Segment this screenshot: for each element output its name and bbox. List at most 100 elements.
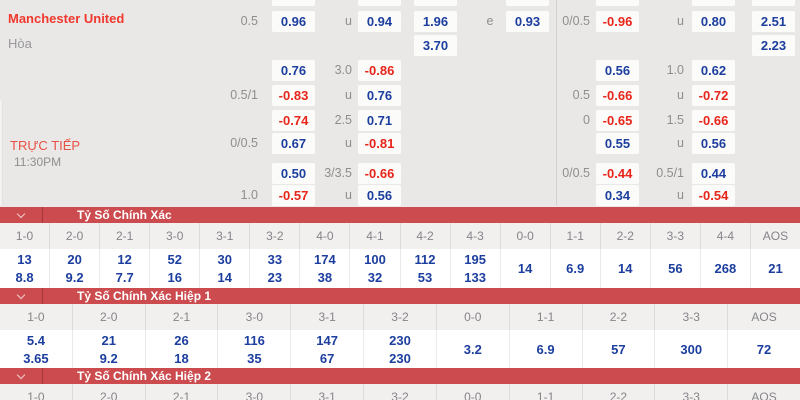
score-odds-cell[interactable]: 195 133 xyxy=(451,249,501,288)
score-odds-value[interactable]: 5.4 xyxy=(26,332,45,348)
score-odds-value[interactable]: 147 xyxy=(316,332,338,348)
score-odds-value[interactable]: 26 xyxy=(174,332,189,348)
odds-value[interactable]: 0.44 xyxy=(692,163,735,184)
score-odds-value[interactable]: 174 xyxy=(314,252,336,267)
score-odds-value[interactable]: 18 xyxy=(174,350,189,366)
score-odds-cell[interactable]: 147 67 xyxy=(291,330,365,368)
score-odds-cell[interactable]: 100 32 xyxy=(350,249,401,288)
collapse-toggle[interactable] xyxy=(0,207,43,223)
score-odds-value[interactable]: 9.2 xyxy=(99,350,118,366)
home-team-name[interactable]: Manchester United xyxy=(8,11,125,26)
section-header-bar[interactable]: Tỷ Số Chính Xác Hiệp 1 xyxy=(0,288,800,304)
score-odds-cell[interactable]: 72 xyxy=(728,330,800,368)
score-odds-cell[interactable]: 5.4 3.65 xyxy=(0,330,73,368)
collapse-toggle[interactable] xyxy=(0,368,43,384)
score-odds-value[interactable]: 13 xyxy=(17,252,32,267)
odds-value[interactable]: 0.76 xyxy=(358,85,401,106)
score-odds-value[interactable]: 112 xyxy=(414,252,436,267)
score-odds-cell[interactable]: 230 230 xyxy=(364,330,437,368)
odds-value[interactable]: 0.76 xyxy=(272,60,315,81)
score-odds-cell[interactable]: 174 38 xyxy=(300,249,351,288)
score-odds-value[interactable]: 100 xyxy=(364,252,386,267)
score-odds-value[interactable]: 20 xyxy=(67,252,82,267)
score-odds-value[interactable]: 14 xyxy=(517,261,533,276)
odds-value[interactable]: 0.56 xyxy=(358,185,401,206)
score-odds-cell[interactable]: 30 14 xyxy=(200,249,251,288)
score-odds-cell[interactable]: 116 35 xyxy=(218,330,292,368)
score-odds-cell[interactable]: 21 xyxy=(751,249,800,288)
odds-value[interactable]: -0.65 xyxy=(596,110,639,131)
odds-value[interactable]: -0.96 xyxy=(596,11,639,32)
odds-value[interactable]: 2.23 xyxy=(752,35,795,56)
score-odds-value[interactable]: 14 xyxy=(618,261,633,276)
odds-value[interactable]: 0.93 xyxy=(506,11,549,32)
odds-value[interactable]: -0.86 xyxy=(358,60,401,81)
score-odds-value[interactable]: 33 xyxy=(267,252,283,267)
odds-value[interactable]: -0.72 xyxy=(692,85,735,106)
score-odds-cell[interactable]: 112 53 xyxy=(401,249,451,288)
odds-value[interactable]: 0.55 xyxy=(596,133,639,154)
score-odds-cell[interactable]: 56 xyxy=(651,249,701,288)
odds-value[interactable]: -0.57 xyxy=(272,185,315,206)
score-odds-value[interactable]: 300 xyxy=(680,341,703,357)
score-odds-cell[interactable]: 33 23 xyxy=(250,249,301,288)
odds-value[interactable]: 1.96 xyxy=(414,11,457,32)
score-odds-value[interactable]: 3.2 xyxy=(463,341,482,357)
score-odds-value[interactable]: 133 xyxy=(464,270,486,285)
odds-value[interactable]: -0.54 xyxy=(692,185,735,206)
score-odds-cell[interactable]: 26 18 xyxy=(146,330,219,368)
odds-value[interactable]: 3.70 xyxy=(414,35,457,56)
odds-value[interactable]: 2.51 xyxy=(752,11,795,32)
odds-value[interactable]: 0.80 xyxy=(692,11,735,32)
score-odds-cell[interactable]: 300 xyxy=(655,330,729,368)
score-odds-value[interactable]: 230 xyxy=(389,332,411,348)
score-odds-value[interactable]: 67 xyxy=(319,350,335,366)
score-odds-cell[interactable]: 6.9 xyxy=(510,330,583,368)
odds-value[interactable]: -0.83 xyxy=(272,85,315,106)
odds-value[interactable]: 0.50 xyxy=(272,163,315,184)
score-odds-value[interactable]: 3.65 xyxy=(23,350,49,366)
score-odds-cell[interactable]: 6.9 xyxy=(551,249,601,288)
score-odds-value[interactable]: 8.8 xyxy=(15,270,34,285)
odds-value[interactable]: 0.62 xyxy=(692,60,735,81)
odds-value[interactable]: 0.56 xyxy=(692,133,735,154)
section-header-bar[interactable]: Tỷ Số Chính Xác xyxy=(0,207,800,223)
score-odds-value[interactable]: 7.7 xyxy=(115,270,134,285)
odds-value[interactable]: 0.71 xyxy=(358,110,401,131)
odds-value[interactable]: 0.56 xyxy=(596,60,639,81)
score-odds-cell[interactable]: 14 xyxy=(601,249,651,288)
score-odds-value[interactable]: 23 xyxy=(267,270,283,285)
score-odds-value[interactable]: 21 xyxy=(768,261,783,276)
score-odds-cell[interactable]: 268 xyxy=(701,249,751,288)
score-odds-cell[interactable]: 21 9.2 xyxy=(73,330,146,368)
score-odds-value[interactable]: 57 xyxy=(611,341,626,357)
section-header-bar[interactable]: Tỷ Số Chính Xác Hiệp 2 xyxy=(0,368,800,384)
score-odds-cell[interactable]: 12 7.7 xyxy=(100,249,151,288)
score-odds-value[interactable]: 53 xyxy=(417,270,433,285)
score-odds-value[interactable]: 35 xyxy=(247,350,262,366)
score-odds-value[interactable]: 268 xyxy=(714,261,737,276)
score-odds-value[interactable]: 72 xyxy=(756,341,772,357)
score-odds-value[interactable]: 52 xyxy=(167,252,182,267)
score-odds-value[interactable]: 21 xyxy=(101,332,116,348)
score-odds-value[interactable]: 116 xyxy=(243,332,265,348)
score-odds-value[interactable]: 9.2 xyxy=(65,270,84,285)
collapse-toggle[interactable] xyxy=(0,288,43,304)
score-odds-cell[interactable]: 52 16 xyxy=(150,249,201,288)
odds-value[interactable]: 0.94 xyxy=(358,11,401,32)
score-odds-value[interactable]: 30 xyxy=(217,252,233,267)
score-odds-value[interactable]: 16 xyxy=(167,270,182,285)
score-odds-cell[interactable]: 14 xyxy=(501,249,551,288)
odds-value[interactable]: -0.66 xyxy=(596,85,639,106)
score-odds-value[interactable]: 38 xyxy=(317,270,333,285)
score-odds-value[interactable]: 6.9 xyxy=(566,261,585,276)
odds-value[interactable]: -0.44 xyxy=(596,163,639,184)
score-odds-value[interactable]: 230 xyxy=(389,350,411,366)
score-odds-cell[interactable]: 3.2 xyxy=(437,330,510,368)
scroll-track[interactable] xyxy=(0,100,3,205)
odds-value[interactable]: -0.81 xyxy=(358,133,401,154)
score-odds-value[interactable]: 6.9 xyxy=(536,341,555,357)
score-odds-value[interactable]: 195 xyxy=(464,252,486,267)
score-odds-value[interactable]: 12 xyxy=(117,252,132,267)
odds-value[interactable]: -0.66 xyxy=(692,110,735,131)
